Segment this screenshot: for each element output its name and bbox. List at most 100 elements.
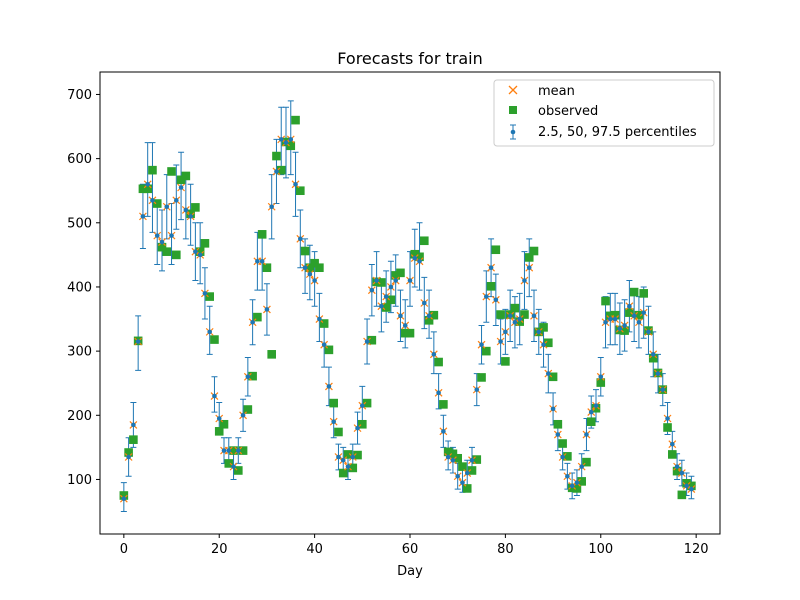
median-point: [379, 303, 384, 309]
observed-point: [563, 452, 572, 461]
median-point: [660, 387, 666, 392]
observed-point: [191, 203, 200, 212]
median-point: [283, 140, 289, 145]
median-point: [298, 236, 303, 242]
observed-point: [572, 484, 582, 493]
median-point: [627, 303, 632, 309]
median-point: [608, 316, 613, 322]
median-point: [340, 457, 346, 463]
observed-point: [167, 167, 176, 176]
observed-point: [124, 448, 133, 457]
median-point: [317, 316, 322, 322]
observed-point: [610, 310, 620, 320]
observed-point: [400, 328, 410, 338]
observed-point: [539, 323, 548, 332]
median-point: [474, 387, 480, 392]
median-point: [374, 278, 379, 283]
median-point: [588, 409, 594, 415]
observed-point: [267, 350, 276, 359]
observed-point: [467, 466, 477, 475]
observed-point: [186, 209, 195, 219]
median-point: [674, 464, 680, 469]
observed-point: [243, 405, 253, 414]
observed-point: [491, 245, 501, 255]
observed-point: [234, 466, 243, 475]
observed-point: [410, 249, 420, 259]
x-tick-label: 20: [211, 542, 228, 557]
observed-point: [439, 400, 448, 409]
observed-point: [501, 357, 510, 366]
median-point: [236, 448, 241, 453]
x-axis-label: Day: [397, 564, 423, 579]
observed-point: [648, 353, 658, 363]
median-point: [202, 291, 208, 296]
chart-title: Forecasts for train: [337, 49, 482, 68]
median-point: [159, 239, 165, 245]
median-point: [321, 342, 327, 348]
observed-point: [462, 484, 472, 493]
median-point: [622, 323, 627, 328]
x-tick-label: 120: [684, 542, 709, 557]
observed-point: [443, 447, 453, 457]
observed-point: [253, 312, 262, 322]
median-point: [550, 406, 556, 412]
observed-point: [338, 468, 348, 478]
observed-point: [586, 417, 596, 427]
median-point: [450, 457, 456, 463]
median-point: [393, 278, 398, 283]
median-point: [584, 432, 589, 437]
median-point: [269, 204, 274, 210]
observed-point: [296, 186, 305, 196]
median-point: [121, 496, 127, 502]
median-point: [522, 278, 527, 283]
observed-point: [119, 491, 129, 500]
median-point: [221, 448, 227, 453]
observed-point: [472, 455, 482, 464]
observed-point: [510, 303, 520, 313]
observed-point: [677, 490, 687, 500]
observed-point: [210, 335, 219, 344]
median-point: [250, 319, 255, 325]
median-point: [436, 390, 441, 396]
median-point: [407, 278, 413, 283]
y-tick-label: 600: [67, 152, 92, 167]
observed-point: [334, 427, 343, 437]
median-point: [488, 265, 494, 271]
legend-observed-marker: [509, 106, 517, 114]
median-point: [231, 464, 236, 469]
median-point: [288, 137, 294, 142]
median-point: [426, 313, 432, 319]
y-tick-label: 100: [67, 473, 92, 488]
observed-point: [529, 246, 539, 256]
observed-point: [157, 242, 167, 252]
median-point: [264, 307, 270, 312]
median-point: [355, 425, 360, 431]
observed-point: [524, 253, 534, 262]
observed-point: [429, 310, 439, 320]
median-point: [274, 169, 279, 174]
legend: mean observed 2.5, 50, 97.5 percentiles: [493, 79, 715, 147]
median-point: [512, 319, 518, 325]
x-tick-label: 0: [120, 542, 128, 557]
median-point: [560, 454, 565, 460]
median-point: [255, 258, 260, 264]
observed-point: [195, 247, 205, 256]
median-point: [655, 371, 661, 376]
median-point: [364, 339, 370, 344]
median-point: [412, 255, 418, 261]
x-tick-label: 40: [306, 542, 323, 557]
y-tick-label: 300: [67, 345, 92, 360]
observed-point: [257, 230, 267, 239]
observed-point: [176, 175, 186, 185]
observed-point: [448, 449, 458, 459]
observed-point: [639, 289, 648, 298]
median-point: [207, 329, 212, 335]
observed-point: [553, 419, 563, 429]
observed-point: [634, 310, 644, 320]
median-point: [498, 339, 503, 344]
median-point: [445, 454, 451, 460]
observed-point: [315, 263, 324, 273]
observed-point: [582, 457, 591, 467]
median-point: [174, 198, 179, 203]
